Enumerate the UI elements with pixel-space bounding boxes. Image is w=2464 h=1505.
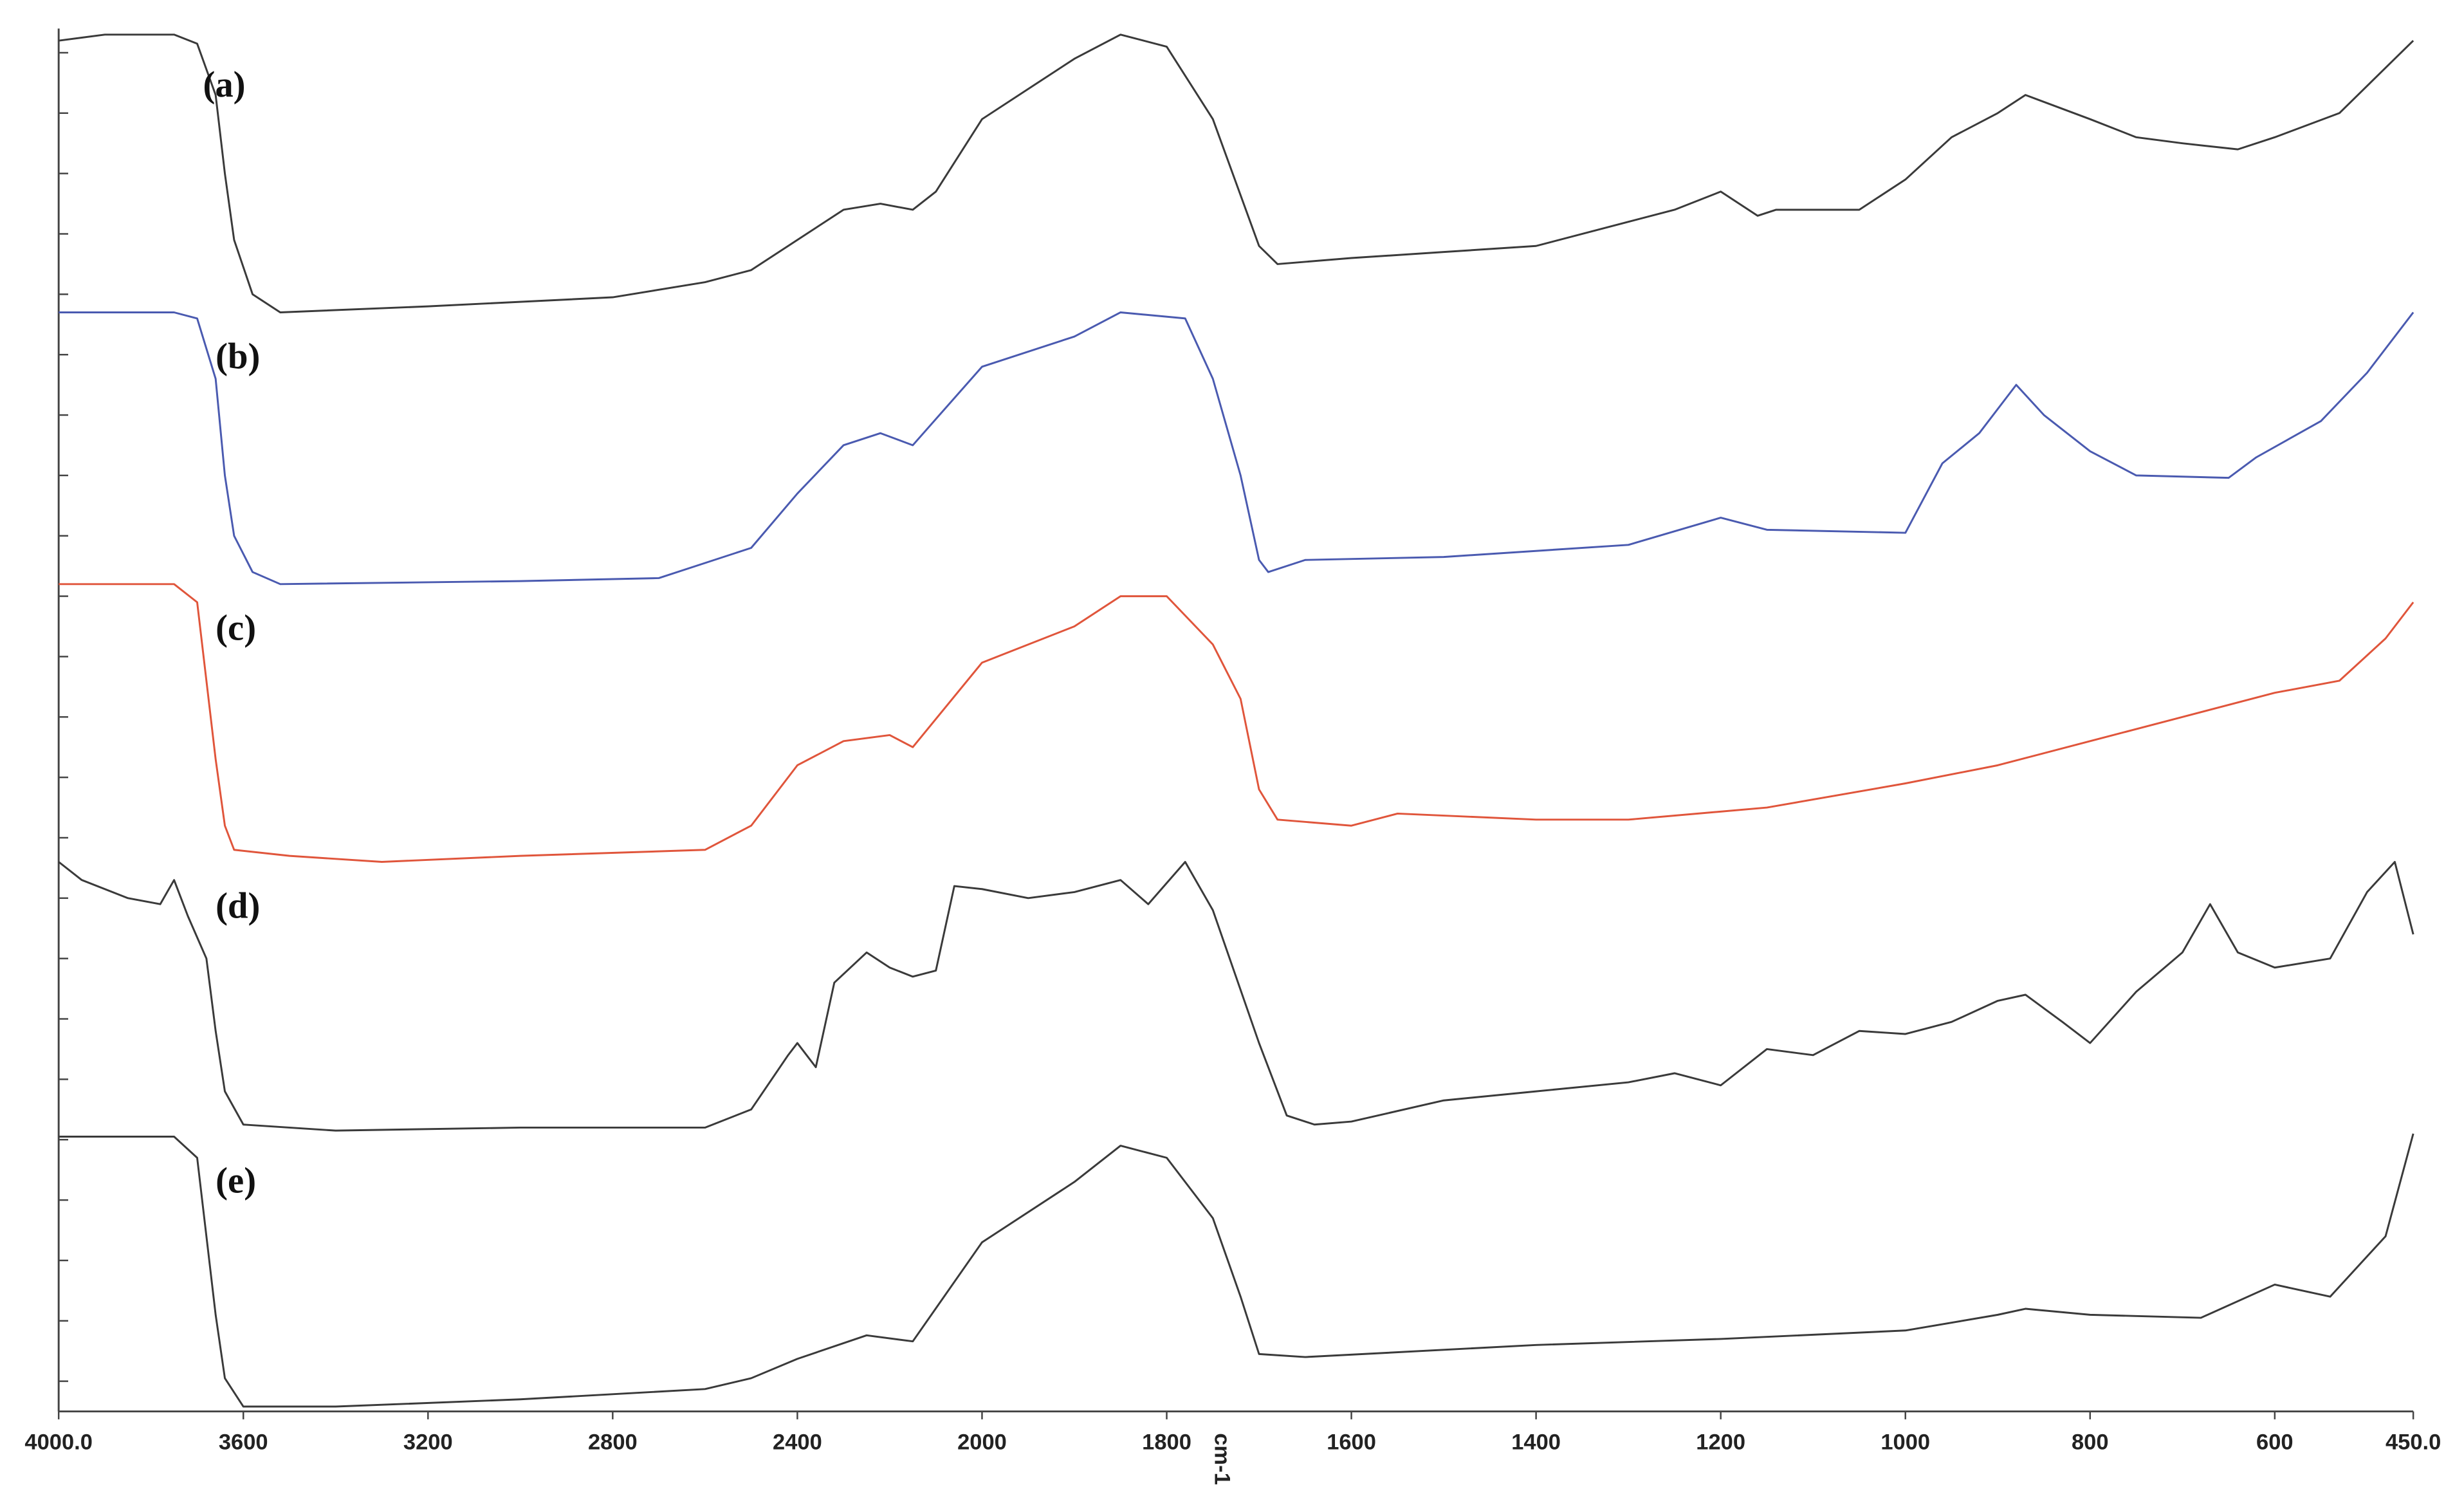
spectrum-line bbox=[58, 33, 2414, 313]
x-tick-label: 3600 bbox=[219, 1430, 268, 1455]
x-tick-label: 3200 bbox=[403, 1430, 453, 1455]
x-tick-label: 800 bbox=[2072, 1430, 2109, 1455]
x-tick-label: 450.0 bbox=[2386, 1430, 2441, 1455]
series-label: (d) bbox=[216, 885, 260, 926]
x-tick-label: 2400 bbox=[773, 1430, 822, 1455]
x-tick-label: 1400 bbox=[1511, 1430, 1561, 1455]
spectrum-line bbox=[59, 311, 2414, 586]
x-tick-label: 2800 bbox=[588, 1430, 638, 1455]
x-tick-label: 600 bbox=[2256, 1430, 2294, 1455]
x-tick-label: 1800 bbox=[1142, 1430, 1191, 1455]
series-label: (b) bbox=[216, 336, 260, 376]
x-tick-label: 1200 bbox=[1696, 1430, 1745, 1455]
spectrum-line bbox=[59, 583, 2414, 863]
x-tick-label: 2000 bbox=[957, 1430, 1007, 1455]
x-axis-label: cm-1 bbox=[1210, 1433, 1235, 1485]
series-label: (a) bbox=[203, 64, 245, 105]
x-tick-label: 1000 bbox=[1880, 1430, 1930, 1455]
x-tick-label: 1600 bbox=[1327, 1430, 1376, 1455]
series-label: (c) bbox=[216, 608, 256, 649]
x-tick-label: 4000.0 bbox=[24, 1430, 93, 1455]
spectrum-line bbox=[58, 861, 2414, 1132]
spectrum-line bbox=[59, 1133, 2414, 1408]
series-label: (e) bbox=[216, 1160, 256, 1201]
